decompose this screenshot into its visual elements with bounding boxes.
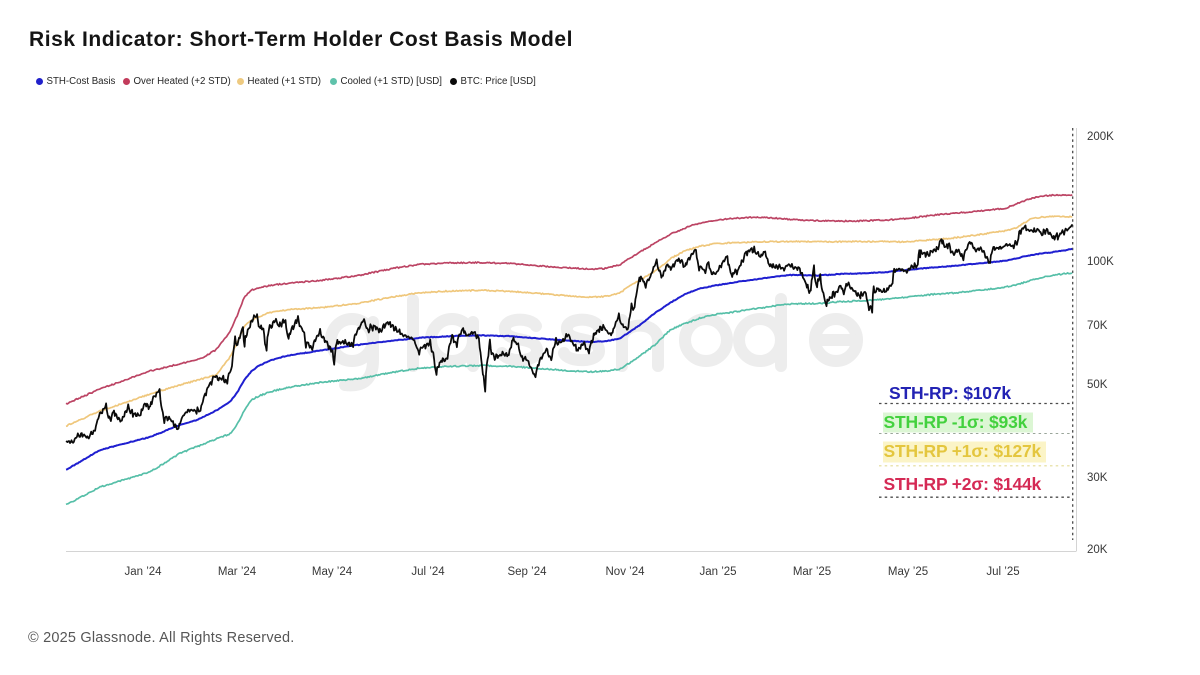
svg-text:Jan ’24: Jan ’24 bbox=[124, 566, 162, 578]
svg-text:Sep ’24: Sep ’24 bbox=[507, 566, 547, 578]
svg-text:STH-RP -1σ: $93k: STH-RP -1σ: $93k bbox=[884, 412, 1028, 432]
svg-text:STH-RP: $107k: STH-RP: $107k bbox=[889, 383, 1011, 403]
svg-text:70K: 70K bbox=[1087, 320, 1108, 332]
svg-text:Mar ’25: Mar ’25 bbox=[793, 566, 831, 578]
svg-text:Jul ’24: Jul ’24 bbox=[411, 566, 445, 578]
svg-text:Jan ’25: Jan ’25 bbox=[699, 566, 736, 578]
svg-text:200K: 200K bbox=[1087, 131, 1114, 143]
svg-text:50K: 50K bbox=[1087, 379, 1108, 391]
svg-text:STH-RP +1σ: $127k: STH-RP +1σ: $127k bbox=[884, 441, 1042, 461]
svg-text:100K: 100K bbox=[1087, 256, 1114, 268]
svg-text:May ’25: May ’25 bbox=[888, 566, 928, 578]
svg-text:STH-RP +2σ: $144k: STH-RP +2σ: $144k bbox=[884, 474, 1042, 494]
svg-text:Jul ’25: Jul ’25 bbox=[986, 566, 1019, 578]
svg-text:Mar ’24: Mar ’24 bbox=[218, 566, 257, 578]
svg-text:30K: 30K bbox=[1087, 472, 1108, 484]
svg-text:Nov ’24: Nov ’24 bbox=[606, 566, 646, 578]
svg-text:May ’24: May ’24 bbox=[312, 566, 353, 578]
svg-text:20K: 20K bbox=[1087, 544, 1108, 556]
